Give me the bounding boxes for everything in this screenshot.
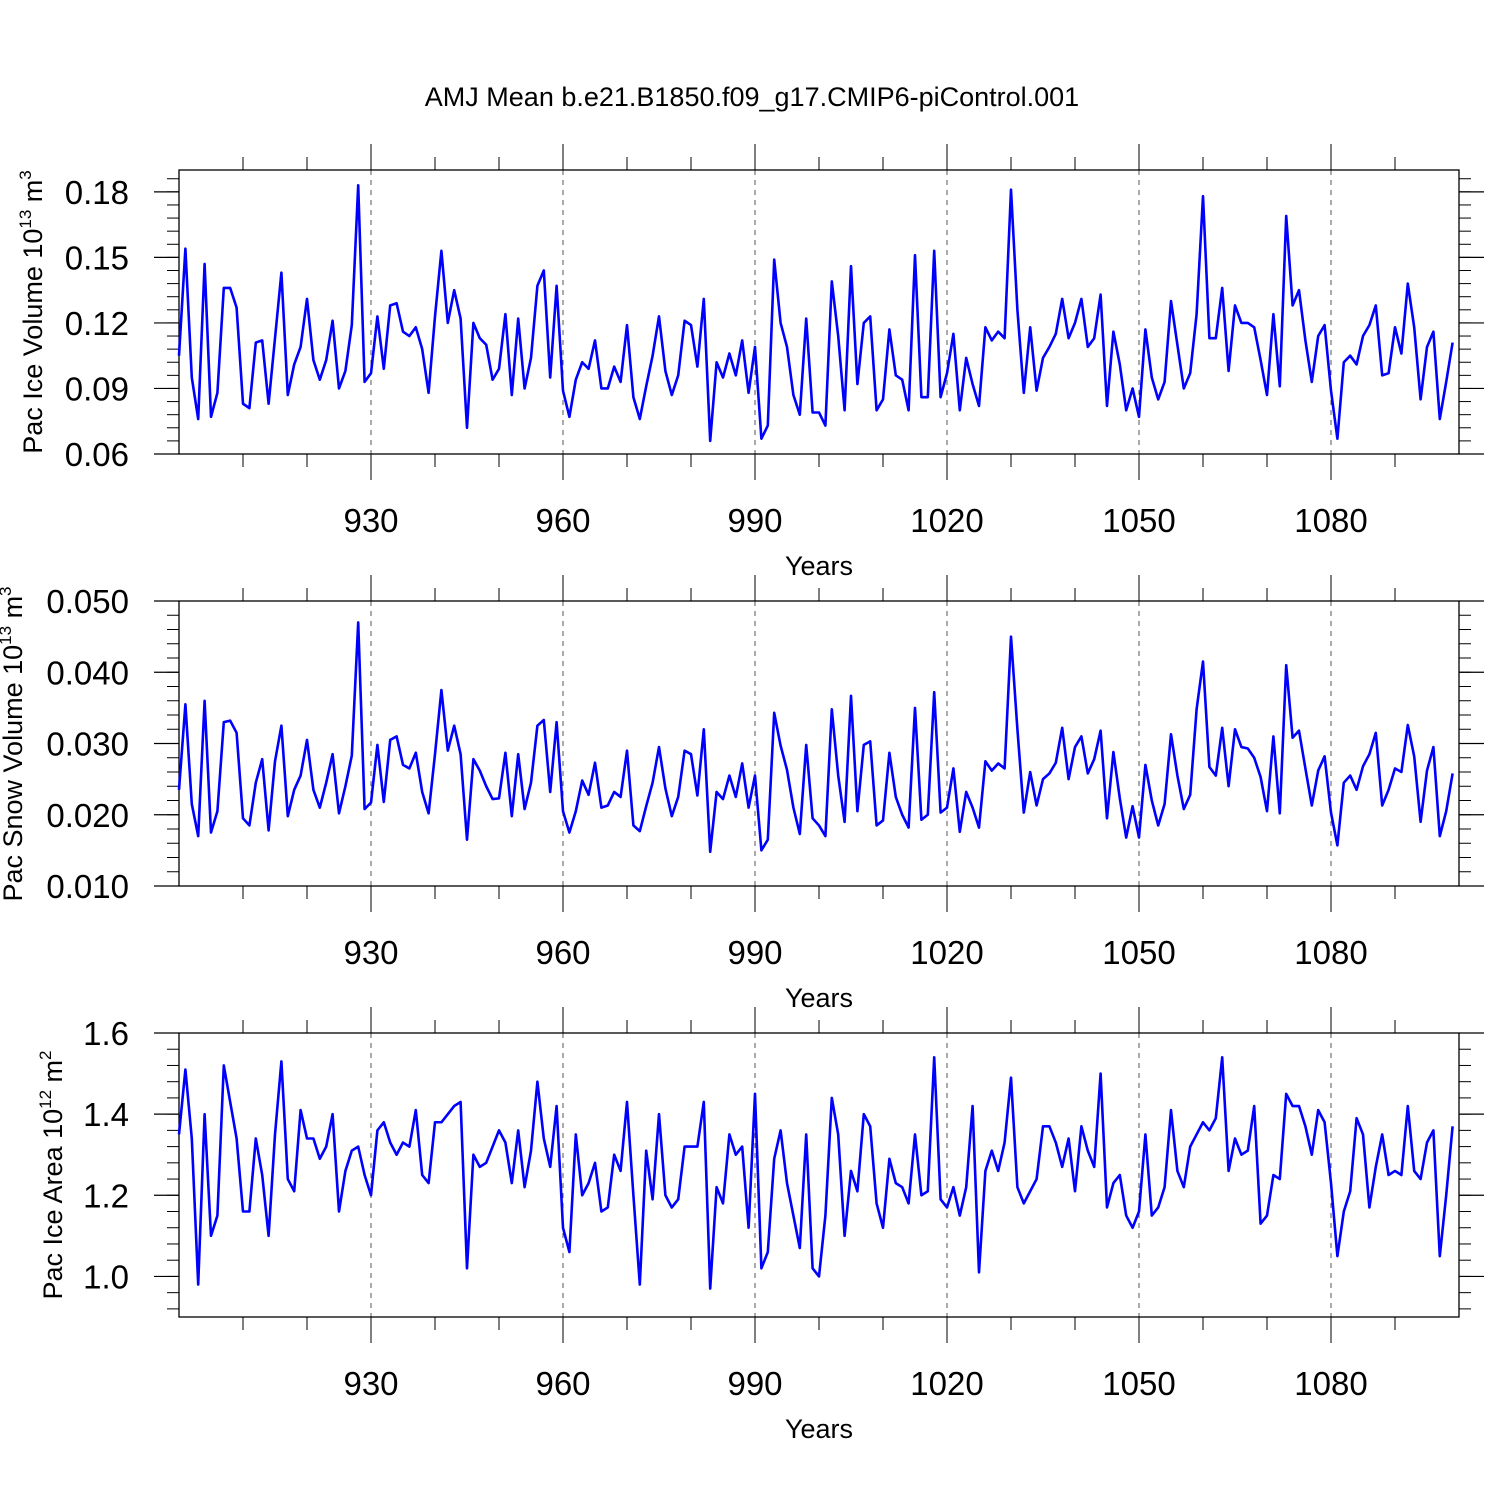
y-axis-label-exponent: 13 (16, 210, 35, 229)
y-axis-label: Pac Ice Area 1012 m2 (36, 1050, 68, 1299)
y-axis-label-unit: m (18, 180, 48, 210)
x-tick-label: 960 (535, 934, 590, 971)
y-tick-label: 0.09 (65, 370, 129, 407)
x-axis-label: Years (785, 1414, 853, 1444)
x-tick-label: 1020 (910, 1365, 983, 1402)
x-tick-label: 1050 (1102, 502, 1175, 539)
y-tick-label: 0.15 (65, 239, 129, 276)
x-tick-label: 1020 (910, 934, 983, 971)
panel-2: 0.010 0.020 0.030 0.040 0.050 930 960 990 1020 10… (0, 575, 1484, 1013)
series-line (177, 1056, 1454, 1290)
x-tick-label: 1050 (1102, 934, 1175, 971)
panel-1: 0.06 0.09 0.12 0.15 0.18 930 960 990 1020 1050 108… (16, 144, 1484, 581)
series-line (177, 183, 1454, 443)
y-tick-label: 0.06 (65, 436, 129, 473)
y-axis-label-text: Pac Snow Volume 10 (0, 645, 28, 902)
x-tick-label: 990 (727, 502, 782, 539)
x-tick-label: 930 (343, 1365, 398, 1402)
series-line (177, 621, 1454, 854)
y-axis-label-exponent: 12 (36, 1090, 55, 1109)
chart-panels: 0.06 0.09 0.12 0.15 0.18 930 960 990 1020 1050 108… (0, 144, 1484, 1444)
panel-3: 1.0 1.2 1.4 1.6 930 960 990 1020 1050 1080 Years Pa… (36, 1007, 1484, 1444)
x-axis-label: Years (785, 983, 853, 1013)
y-tick-label: 0.050 (46, 583, 129, 620)
y-axis-label-unit-exponent: 2 (36, 1050, 55, 1059)
y-tick-label: 1.4 (83, 1096, 129, 1133)
y-axis-label-text: Pac Ice Area 10 (38, 1109, 68, 1300)
y-axis-label-text: Pac Ice Volume 10 (18, 229, 48, 454)
y-axis-label-unit-exponent: 3 (0, 586, 15, 595)
y-axis-label-unit-exponent: 3 (16, 170, 35, 179)
x-axis-label: Years (785, 551, 853, 581)
y-tick-label: 0.010 (46, 868, 129, 905)
y-axis-label-unit: m (0, 596, 28, 626)
x-tick-label: 1080 (1294, 934, 1367, 971)
y-tick-label: 0.18 (65, 174, 129, 211)
y-tick-label: 1.0 (83, 1258, 129, 1295)
x-tick-label: 930 (343, 934, 398, 971)
y-tick-label: 0.020 (46, 797, 129, 834)
x-tick-label: 1080 (1294, 502, 1367, 539)
x-tick-label: 960 (535, 502, 590, 539)
x-tick-label: 990 (727, 934, 782, 971)
figure-title: AMJ Mean b.e21.B1850.f09_g17.CMIP6-piCon… (425, 82, 1079, 112)
y-tick-label: 1.6 (83, 1015, 129, 1052)
x-tick-label: 960 (535, 1365, 590, 1402)
x-tick-label: 930 (343, 502, 398, 539)
y-axis-label: Pac Snow Volume 1013 m3 (0, 586, 28, 901)
y-axis-label-exponent: 13 (0, 626, 15, 645)
x-tick-label: 1020 (910, 502, 983, 539)
y-axis-label-unit: m (38, 1060, 68, 1090)
y-axis-label: Pac Ice Volume 1013 m3 (16, 170, 48, 454)
y-tick-label: 0.040 (46, 654, 129, 691)
y-tick-label: 1.2 (83, 1177, 129, 1214)
x-tick-label: 990 (727, 1365, 782, 1402)
x-tick-label: 1080 (1294, 1365, 1367, 1402)
x-tick-label: 1050 (1102, 1365, 1175, 1402)
y-tick-label: 0.12 (65, 305, 129, 342)
y-tick-label: 0.030 (46, 726, 129, 763)
